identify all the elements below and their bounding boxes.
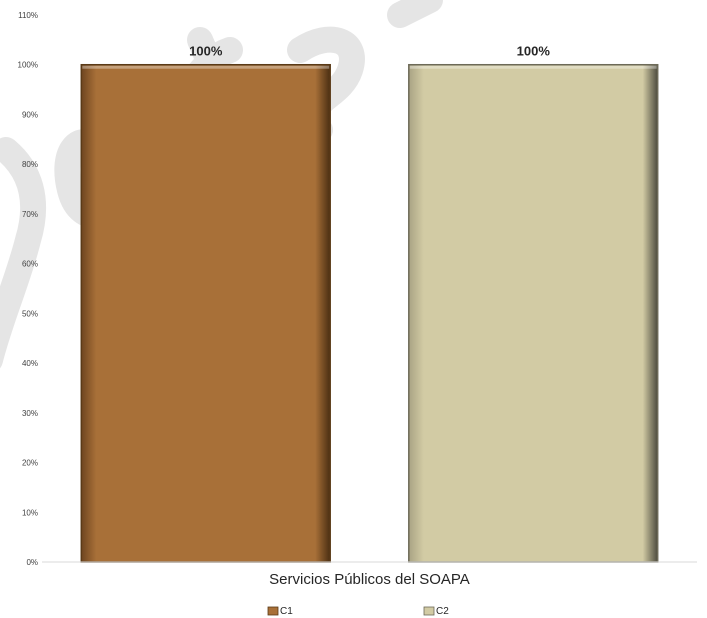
y-tick-label: 90% [22, 110, 38, 119]
y-tick-label: 0% [26, 558, 38, 567]
y-tick-label: 80% [22, 160, 38, 169]
bar-c2 [408, 63, 659, 563]
legend: C1 C2 [267, 606, 449, 617]
data-labels: 100% 100% [189, 44, 550, 59]
bars [80, 63, 659, 563]
legend-swatch [267, 606, 279, 616]
data-label-c2: 100% [517, 44, 551, 59]
legend-item-c1: C1 [267, 606, 293, 617]
bar-bevel [82, 65, 330, 69]
y-tick-label: 100% [18, 61, 38, 70]
data-label-c1: 100% [189, 44, 223, 59]
y-tick-label: 30% [22, 409, 38, 418]
y-tick-label: 20% [22, 459, 38, 468]
category-labels: Servicios Públicos del SOAPA [269, 571, 470, 588]
bar-bevel [409, 65, 657, 69]
legend-label: C1 [280, 606, 293, 617]
y-tick-label: 110% [18, 11, 38, 20]
legend-label: C2 [436, 606, 449, 617]
legend-item-c2: C2 [423, 606, 449, 617]
y-tick-label: 50% [22, 309, 38, 318]
y-tick-label: 70% [22, 210, 38, 219]
category-label: Servicios Públicos del SOAPA [269, 571, 470, 588]
y-tick-label: 60% [22, 260, 38, 269]
y-tick-label: 40% [22, 359, 38, 368]
y-axis: 0% 10% 20% 30% 40% 50% 60% 70% 80% 90% 100% 110% [18, 11, 38, 567]
bar-c1 [80, 63, 331, 563]
y-tick-label: 10% [22, 508, 38, 517]
legend-swatch [423, 606, 435, 616]
